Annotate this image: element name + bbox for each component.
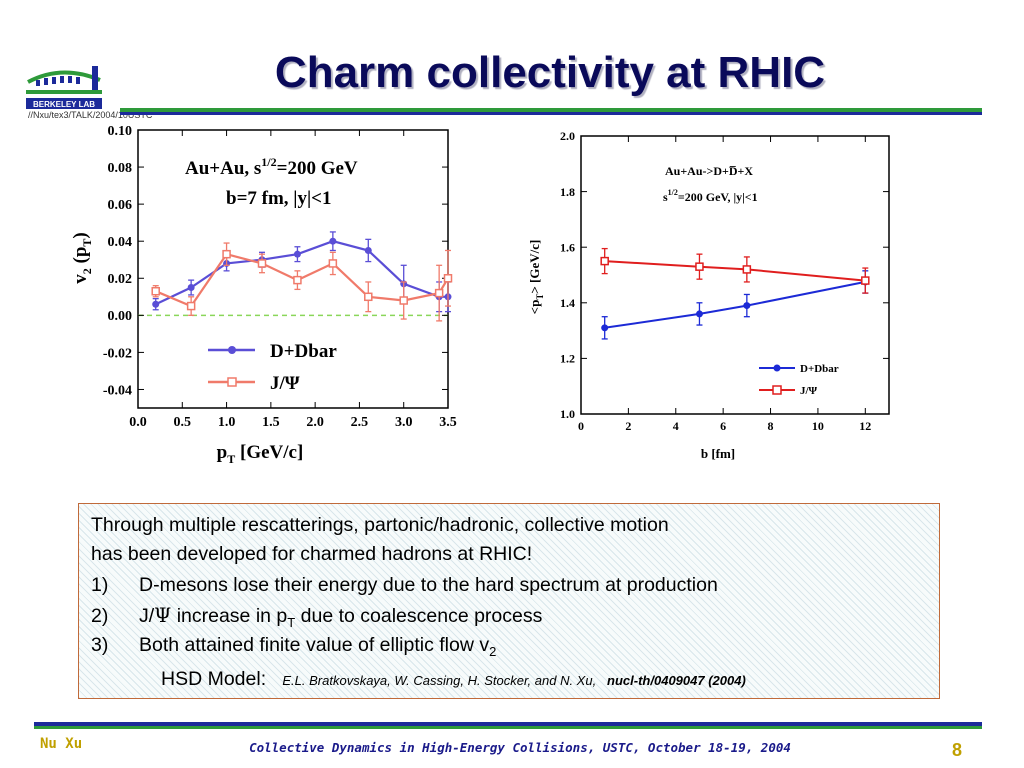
left-legend-jpsi: J/Ψ xyxy=(270,373,300,394)
L-ytick-label: -0.04 xyxy=(103,383,132,398)
R-point-1 xyxy=(742,265,752,274)
left-xlabel: pT [GeV/c] xyxy=(217,442,304,466)
top-rule-blue xyxy=(120,112,982,115)
R-series-line-0 xyxy=(604,280,866,329)
left-legend-ddbar: D+Dbar xyxy=(270,341,337,362)
R-point-0 xyxy=(695,310,703,318)
L-point-1 xyxy=(434,288,444,298)
L-point-0 xyxy=(293,250,301,258)
L-point-1 xyxy=(257,259,267,268)
right-annotation-2: s1/2=200 GeV, |y|<1 xyxy=(663,188,758,204)
L-xtick-label: 1.5 xyxy=(262,415,280,430)
L-series-line-0 xyxy=(155,240,448,306)
bottom-rule-blue xyxy=(34,722,982,726)
L-point-1 xyxy=(364,292,373,302)
L-ytick-label: 0.10 xyxy=(108,124,133,139)
left-legend-marker-jpsi xyxy=(227,377,237,387)
right-chart-axes xyxy=(580,135,890,415)
right-xlabel: b [fm] xyxy=(701,446,735,461)
R-xtick-label: 8 xyxy=(768,419,774,433)
right-legend-jpsi: J/Ψ xyxy=(800,385,818,397)
R-ytick-label: 1.6 xyxy=(560,240,575,254)
left-legend: D+Dbar J/Ψ xyxy=(208,341,337,394)
L-point-0 xyxy=(364,246,372,254)
L-ytick-label: 0.08 xyxy=(108,161,133,176)
R-point-1 xyxy=(861,276,870,285)
right-ylabel: <pT> [GeV/c] xyxy=(527,240,545,315)
footer-text: Collective Dynamics in High-Energy Colli… xyxy=(249,740,791,755)
summary-line-1: Through multiple rescatterings, partonic… xyxy=(91,514,669,536)
L-xtick-label: 2.0 xyxy=(306,415,324,430)
L-point-1 xyxy=(222,249,231,259)
left-ylabel: v2 (pT) xyxy=(70,232,94,284)
L-point-0 xyxy=(329,237,337,245)
summary-textbox: Through multiple rescatterings, partonic… xyxy=(78,503,940,699)
summary-item-2: 2) J/Ψ increase in pT due to coalescence … xyxy=(91,604,543,630)
R-ytick-label: 1.4 xyxy=(560,296,575,310)
L-series-line-1 xyxy=(155,252,449,308)
L-point-1 xyxy=(443,274,453,283)
L-point-1 xyxy=(151,286,160,296)
L-xtick-label: 3.5 xyxy=(439,415,457,430)
slide-title: Charm collectivity at RHIC xyxy=(274,48,826,97)
R-ytick-label: 1.0 xyxy=(560,407,575,421)
right-chart-series xyxy=(600,247,870,340)
left-legend-marker-ddbar xyxy=(228,346,236,354)
page-number: 8 xyxy=(952,740,963,760)
v2-vs-pt-chart: 0.0 0.5 1.0 1.5 2.0 2.5 3.0 3.5 0.10 0.08 0.06 0.04… xyxy=(70,124,457,466)
L-xtick-label: 0.0 xyxy=(129,415,147,430)
top-rule-green xyxy=(120,108,982,112)
berkeley-lab-logo: BERKELEY LAB xyxy=(26,66,102,109)
left-chart-series xyxy=(151,231,453,322)
summary-line-2: has been developed for charmed hadrons a… xyxy=(91,543,533,565)
L-point-1 xyxy=(328,259,338,268)
L-ytick-label: 0.00 xyxy=(108,309,133,324)
L-point-0 xyxy=(187,284,195,292)
right-legend-marker-ddbar xyxy=(773,364,781,372)
R-ytick-label: 2.0 xyxy=(560,129,575,143)
left-chart-ticks: 0.0 0.5 1.0 1.5 2.0 2.5 3.0 3.5 0.10 0.08 0.06 0.04… xyxy=(103,124,457,430)
R-ytick-label: 1.2 xyxy=(560,352,575,366)
L-point-1 xyxy=(399,296,408,305)
mean-pt-vs-b-chart: 0 2 4 6 8 10 12 2.0 1.8 1.6 1.4 1.2 1.0 Au+Au->D+D̅+… xyxy=(527,129,890,461)
R-series-line-1 xyxy=(604,260,866,282)
L-xtick-label: 2.5 xyxy=(351,415,369,430)
R-xtick-label: 6 xyxy=(720,419,726,433)
L-xtick-label: 3.0 xyxy=(395,415,413,430)
right-legend-ddbar: D+Dbar xyxy=(800,363,839,375)
bottom-rule-green xyxy=(34,726,982,729)
left-annotation-1: Au+Au, s1/2=200 GeV xyxy=(185,155,358,179)
L-point-1 xyxy=(186,301,196,311)
R-xtick-label: 2 xyxy=(625,419,631,433)
summary-item-3: 3) Both attained finite value of elliptic… xyxy=(91,634,497,659)
left-annotation-2: b=7 fm, |y|<1 xyxy=(226,188,332,209)
L-ytick-label: -0.02 xyxy=(103,346,132,361)
R-xtick-label: 0 xyxy=(578,419,584,433)
R-xtick-label: 10 xyxy=(812,419,824,433)
summary-item-1: 1) D-mesons lose their energy due to the … xyxy=(91,574,718,596)
right-chart-ticks: 0 2 4 6 8 10 12 2.0 1.8 1.6 1.4 1.2 1.0 xyxy=(560,129,889,433)
right-legend: D+Dbar J/Ψ xyxy=(759,363,839,397)
R-xtick-label: 12 xyxy=(859,419,871,433)
logo-text: BERKELEY LAB xyxy=(33,100,95,109)
R-frame xyxy=(580,135,890,415)
R-point-0 xyxy=(601,324,609,332)
author-name: Nu Xu xyxy=(40,736,83,752)
R-ytick-label: 1.8 xyxy=(560,185,575,199)
R-point-1 xyxy=(600,256,609,266)
R-point-0 xyxy=(743,302,751,310)
R-point-1 xyxy=(695,262,704,271)
model-citation: HSD Model: E.L. Bratkovskaya, W. Cassing… xyxy=(161,668,746,690)
right-annotation-1: Au+Au->D+D̅+X xyxy=(665,164,753,178)
L-xtick-label: 0.5 xyxy=(174,415,192,430)
L-point-1 xyxy=(293,275,302,285)
L-ytick-label: 0.04 xyxy=(108,235,133,250)
L-ytick-label: 0.06 xyxy=(108,198,133,213)
L-ytick-label: 0.02 xyxy=(108,272,133,287)
R-xtick-label: 4 xyxy=(673,419,679,433)
L-xtick-label: 1.0 xyxy=(218,415,236,430)
file-path-note: //Nxu/tex3/TALK/2004/10USTC xyxy=(28,110,153,120)
right-legend-marker-jpsi xyxy=(772,385,782,395)
L-point-0 xyxy=(152,300,160,308)
